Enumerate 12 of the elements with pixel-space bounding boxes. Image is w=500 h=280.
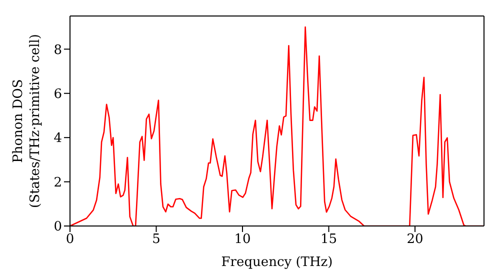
x-tick-label: 0 <box>66 232 74 248</box>
y-tick-label: 0 <box>54 220 62 235</box>
x-tick-label: 20 <box>406 232 424 248</box>
y-tick-label: 4 <box>54 131 62 146</box>
x-tick-label: 5 <box>152 232 160 248</box>
y-tick-label: 8 <box>54 42 62 58</box>
y-tick-label: 6 <box>54 86 62 102</box>
y-tick-label: 2 <box>54 175 62 190</box>
y-axis-title: Phonon DOS (States/THz·primitive cell) <box>11 34 43 208</box>
x-tick-label: 10 <box>234 232 251 248</box>
x-tick-label: 15 <box>320 232 338 248</box>
x-axis-title: Frequency (THz) <box>221 255 333 270</box>
